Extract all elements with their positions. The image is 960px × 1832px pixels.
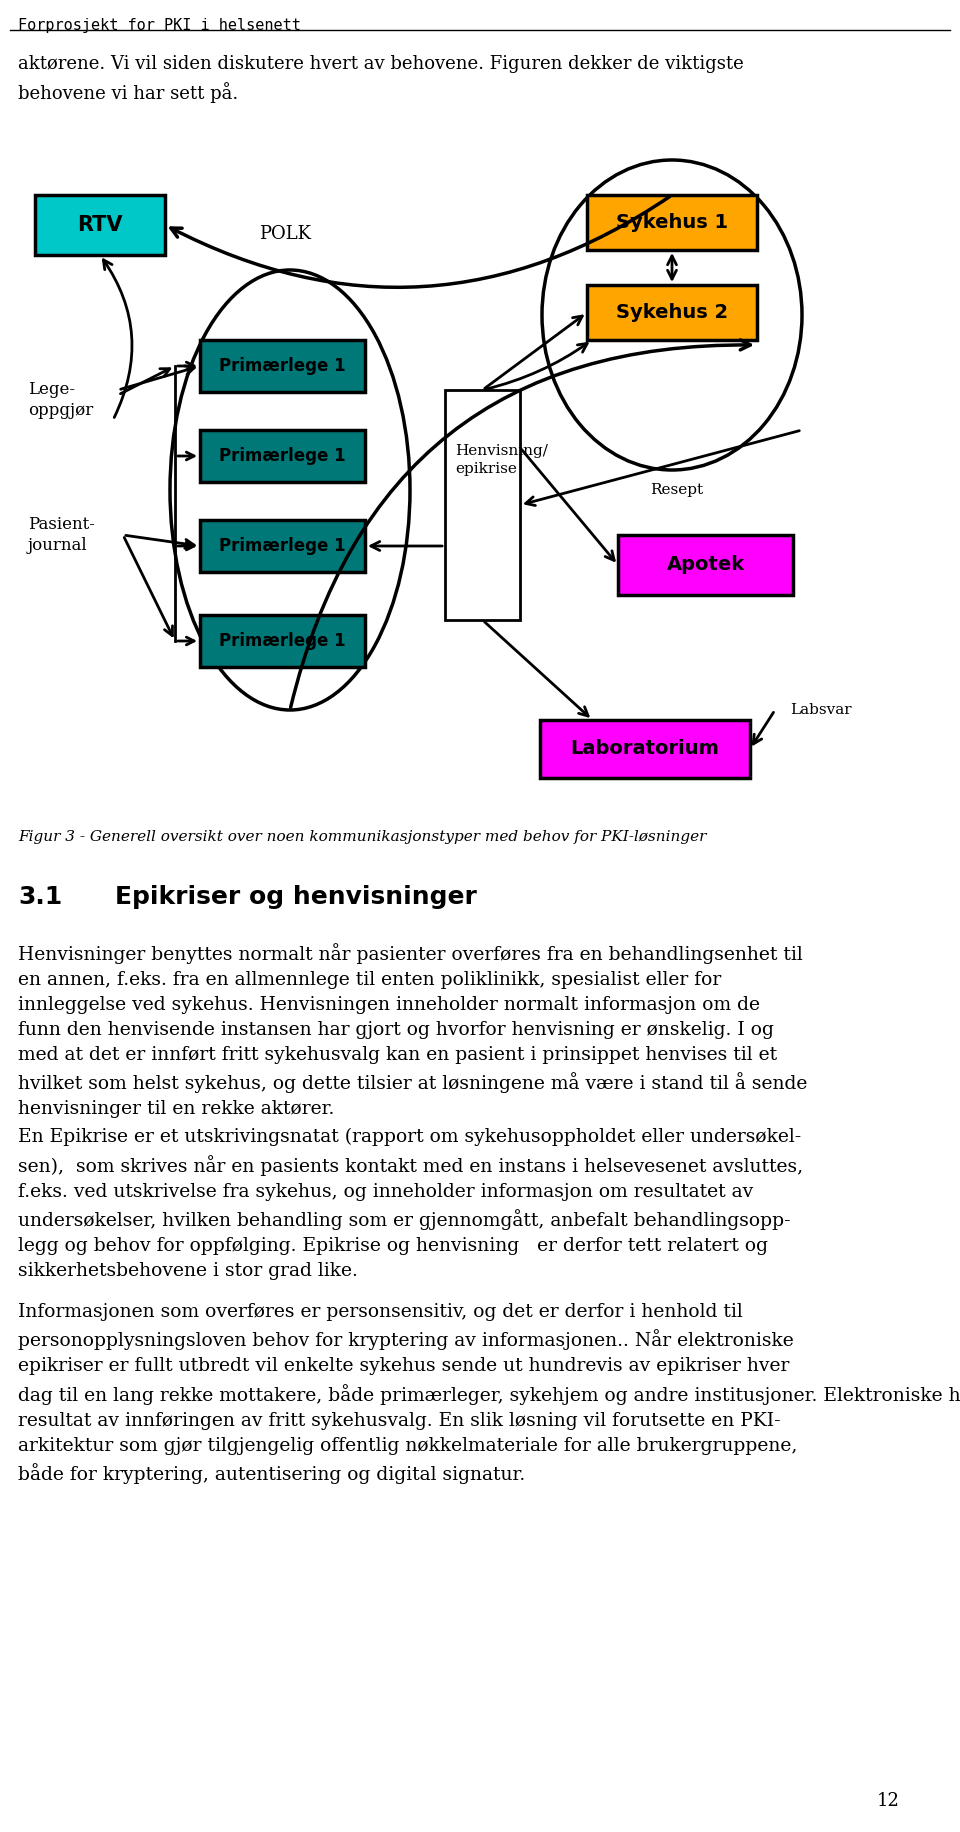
Text: Resept: Resept [650, 484, 703, 496]
Text: Primærlege 1: Primærlege 1 [219, 447, 346, 465]
Text: Primærlege 1: Primærlege 1 [219, 537, 346, 555]
Text: Epikriser og henvisninger: Epikriser og henvisninger [115, 885, 477, 909]
FancyBboxPatch shape [587, 286, 757, 341]
FancyBboxPatch shape [200, 520, 365, 572]
FancyBboxPatch shape [200, 341, 365, 392]
Text: POLK: POLK [259, 225, 311, 244]
Text: Henvisninger benyttes normalt når pasienter overføres fra en behandlingsenhet ti: Henvisninger benyttes normalt når pasien… [18, 943, 807, 1118]
Text: Sykehus 2: Sykehus 2 [616, 302, 728, 322]
FancyBboxPatch shape [587, 194, 757, 249]
FancyBboxPatch shape [445, 390, 520, 619]
FancyBboxPatch shape [200, 616, 365, 667]
FancyBboxPatch shape [200, 431, 365, 482]
Text: Lege-
oppgjør: Lege- oppgjør [28, 381, 93, 420]
Text: aktørene. Vi vil siden diskutere hvert av behovene. Figuren dekker de viktigste
: aktørene. Vi vil siden diskutere hvert a… [18, 55, 744, 103]
Text: Figur 3 - Generell oversikt over noen kommunikasjonstyper med behov for PKI-løsn: Figur 3 - Generell oversikt over noen ko… [18, 830, 707, 845]
Text: Primærlege 1: Primærlege 1 [219, 632, 346, 650]
FancyBboxPatch shape [35, 194, 165, 255]
FancyBboxPatch shape [618, 535, 793, 595]
Text: Laboratorium: Laboratorium [570, 740, 719, 758]
Text: Apotek: Apotek [666, 555, 745, 575]
Text: Forprosjekt for PKI i helsenett: Forprosjekt for PKI i helsenett [18, 18, 300, 33]
Text: Henvisning/
epikrise: Henvisning/ epikrise [455, 445, 548, 476]
Text: Sykehus 1: Sykehus 1 [616, 213, 728, 233]
Text: Primærlege 1: Primærlege 1 [219, 357, 346, 376]
Text: 3.1: 3.1 [18, 885, 62, 909]
FancyBboxPatch shape [540, 720, 750, 779]
Text: Labsvar: Labsvar [790, 703, 852, 716]
Text: Informasjonen som overføres er personsensitiv, og det er derfor i henhold til
pe: Informasjonen som overføres er personsen… [18, 1303, 960, 1484]
Text: RTV: RTV [77, 214, 123, 234]
Text: En Epikrise er et utskrivingsnatat (rapport om sykehusoppholdet eller undersøkel: En Epikrise er et utskrivingsnatat (rapp… [18, 1129, 804, 1281]
Text: 12: 12 [877, 1792, 900, 1810]
Text: Pasient-
journal: Pasient- journal [28, 517, 95, 553]
